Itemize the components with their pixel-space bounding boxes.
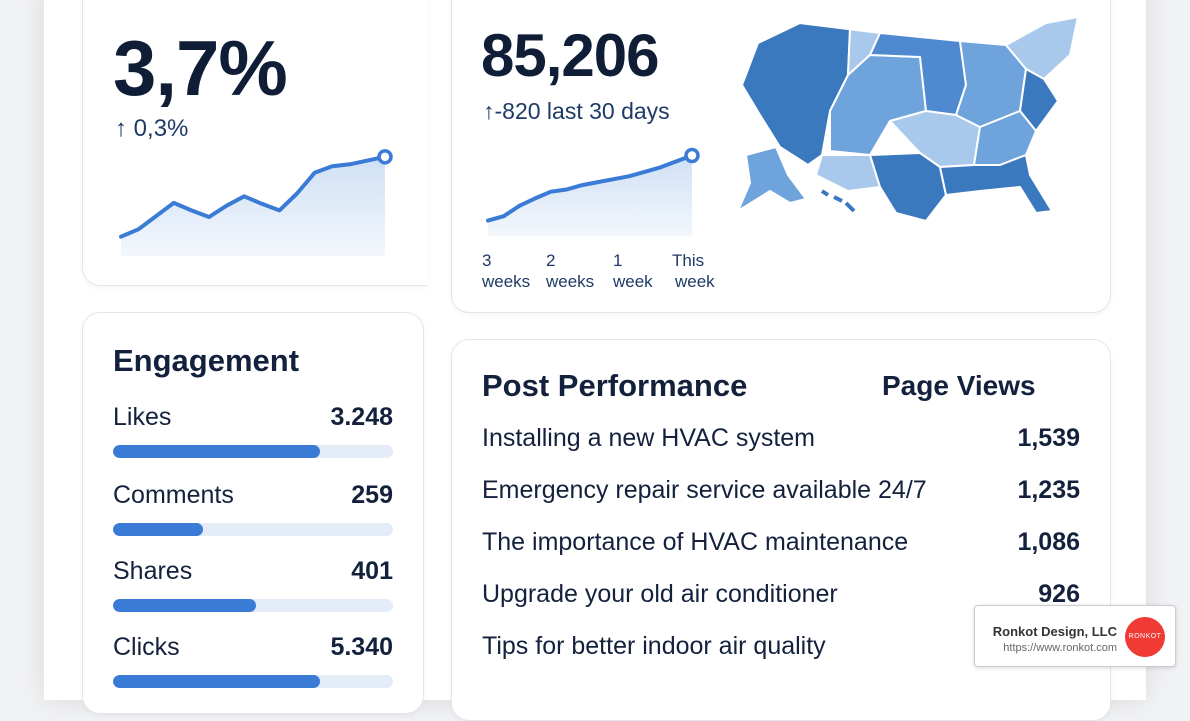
map-region-atlantic: [1019, 68, 1059, 132]
engagement-rate-delta-value: 0,3%: [133, 115, 189, 142]
followers-card: 85,206 ↑-820 last 30 days 3 weeks 2 week…: [451, 0, 1111, 313]
engagement-bar-fill: [113, 675, 321, 688]
followers-sparkline-line: [486, 153, 694, 223]
engagement-card: Engagement Likes 3.248 Comments 259 Shar…: [82, 312, 424, 714]
engagement-value: 259: [351, 481, 393, 509]
engagement-rate-card: 3,7% ↑ 0,3%: [82, 0, 428, 286]
week-label-3: 3 weeks: [482, 251, 531, 291]
engagement-label: Comments: [113, 481, 234, 509]
engagement-value: 3.248: [330, 403, 393, 431]
map-region-alaska: [737, 146, 807, 212]
post-page-views: 926: [1038, 580, 1080, 608]
post-page-views: 1,539: [1017, 424, 1080, 452]
company-url: https://www.ronkot.com: [1003, 642, 1117, 654]
week-label-this: This week: [672, 251, 715, 291]
company-badge[interactable]: Ronkot Design, LLC https://www.ronkot.co…: [974, 605, 1176, 667]
map-region-gulf: [939, 154, 1053, 214]
post-row[interactable]: Tips for better indoor air quality: [482, 632, 1080, 668]
engagement-rate-sparkline-area: [121, 156, 385, 256]
page-views-header: Page Views: [882, 370, 1036, 401]
post-title: Upgrade your old air conditioner: [482, 580, 838, 608]
map-region-hawaii: [820, 189, 856, 213]
engagement-bar-track: [113, 599, 393, 612]
post-row[interactable]: Installing a new HVAC system 1,539: [482, 424, 1080, 460]
company-logo-icon: RONKOT: [1125, 617, 1165, 657]
engagement-label: Shares: [113, 557, 193, 585]
followers-delta-value: -820 last 30 days: [494, 98, 670, 124]
engagement-title: Engagement: [113, 343, 300, 378]
followers-sparkline: [486, 147, 700, 236]
engagement-rate-sparkline-line: [119, 154, 387, 239]
post-page-views: 1,086: [1017, 528, 1080, 556]
engagement-bar-fill: [113, 599, 256, 612]
followers-sparkline-endpoint: [684, 147, 700, 164]
map-region-texas: [869, 152, 947, 222]
company-name: Ronkot Design, LLC: [992, 624, 1117, 639]
engagement-bar-track: [113, 675, 393, 688]
post-title: The importance of HVAC maintenance: [482, 528, 909, 556]
engagement-bar-track: [113, 445, 393, 458]
post-row[interactable]: Emergency repair service available 24/7 …: [482, 476, 1080, 512]
post-performance-title: Post Performance: [482, 368, 748, 403]
engagement-bar-fill: [113, 445, 321, 458]
engagement-label: Likes: [113, 403, 172, 431]
arrow-up-icon: ↑: [483, 98, 495, 124]
engagement-label: Clicks: [113, 633, 180, 661]
followers-value: 85,206: [481, 22, 660, 89]
post-row[interactable]: The importance of HVAC maintenance 1,086: [482, 528, 1080, 564]
week-label-2: 2 weeks: [546, 251, 595, 291]
engagement-value: 5.340: [330, 633, 393, 661]
us-map: [737, 16, 1079, 222]
engagement-rate-delta: ↑ 0,3%: [115, 115, 188, 143]
followers-delta: ↑-820 last 30 days: [483, 98, 670, 125]
post-row[interactable]: Upgrade your old air conditioner 926: [482, 580, 1080, 616]
post-title: Installing a new HVAC system: [482, 424, 815, 452]
engagement-rate-value: 3,7%: [113, 24, 288, 112]
arrow-up-icon: ↑: [115, 115, 127, 142]
post-title: Emergency repair service available 24/7: [482, 476, 927, 504]
post-page-views: 1,235: [1017, 476, 1080, 504]
followers-sparkline-area: [488, 155, 692, 236]
engagement-bar-fill: [113, 523, 203, 536]
week-label-1: 1 week: [613, 251, 653, 291]
engagement-value: 401: [351, 557, 393, 585]
map-region-southwest: [815, 154, 881, 192]
engagement-bar-track: [113, 523, 393, 536]
engagement-rate-sparkline: [119, 149, 393, 256]
post-title: Tips for better indoor air quality: [482, 632, 826, 660]
engagement-rate-sparkline-endpoint: [377, 149, 393, 165]
